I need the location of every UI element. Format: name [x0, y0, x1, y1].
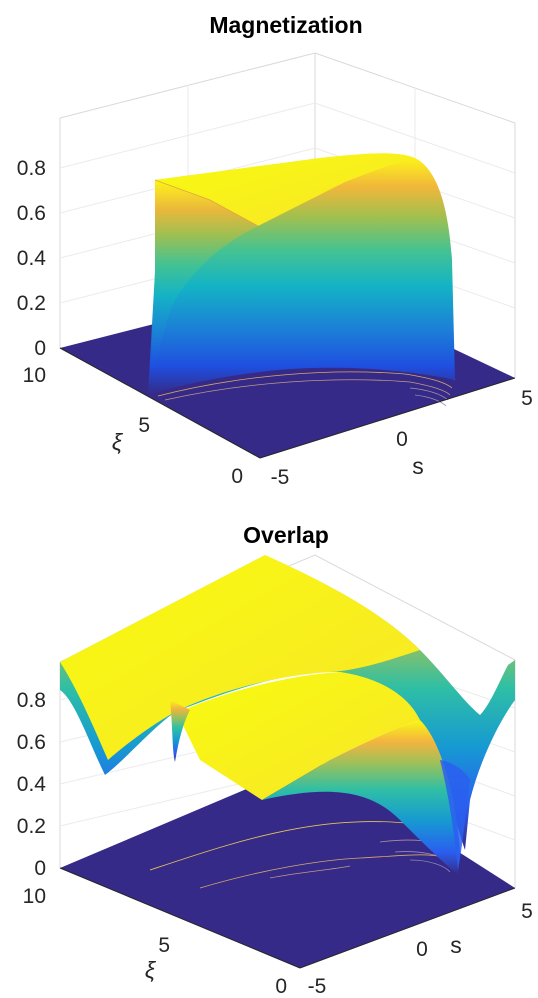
chart-magnetization: Magnetization	[17, 12, 533, 489]
s-axis-line	[259, 377, 516, 459]
s-axis-label: s	[450, 932, 462, 958]
xi-tick-labels: 10 5 0	[23, 885, 287, 998]
z-tick-label: 0	[34, 857, 46, 880]
z-tick-label: 0.2	[17, 815, 46, 838]
z-tick-label: 0.8	[17, 157, 46, 180]
s-tick-labels: -5 0 5	[271, 387, 533, 489]
s-tick-label: 0	[396, 428, 408, 451]
chart-title: Overlap	[243, 522, 329, 548]
s-axis-label: s	[412, 453, 424, 479]
surface-shelf-drop	[262, 720, 460, 875]
xi-tick-label: 10	[23, 885, 46, 908]
z-tick-label: 0.6	[17, 202, 46, 225]
z-tick-label: 0.4	[17, 247, 47, 270]
s-tick-labels: -5 0 5	[308, 900, 533, 998]
xi-axis-label: ξ	[145, 957, 157, 983]
xi-tick-labels: 10 5 0	[23, 364, 243, 488]
z-tick-label: 0.4	[17, 773, 47, 796]
floor-plane	[60, 760, 515, 968]
s-axis-line	[299, 887, 516, 969]
xi-axis-line	[59, 867, 301, 969]
chart-overlap: Overlap	[17, 522, 533, 998]
xi-axis-line	[59, 347, 261, 459]
xi-tick-label: 0	[275, 975, 287, 998]
z-tick-labels: 0 0.2 0.4 0.6 0.8	[17, 689, 47, 880]
z-tick-label: 0	[34, 337, 46, 360]
z-tick-label: 0.8	[17, 689, 46, 712]
z-tick-label: 0.2	[17, 292, 46, 315]
s-tick-label: 5	[521, 900, 533, 923]
xi-axis-label: ξ	[112, 429, 124, 455]
surface-top	[155, 153, 415, 226]
xi-tick-label: 0	[231, 465, 243, 488]
surface-funnel	[440, 760, 470, 870]
surface-shelf	[178, 672, 420, 800]
z-tick-labels: 0 0.2 0.4 0.6 0.8	[17, 157, 47, 360]
surface-left-dip	[170, 700, 190, 762]
surface-top-sheet	[60, 555, 420, 760]
surface-left-edge	[150, 180, 258, 392]
s-tick-label: 5	[521, 387, 533, 410]
surface-ridge	[154, 179, 259, 227]
xi-tick-label: 10	[23, 364, 46, 387]
s-tick-label: -5	[271, 466, 290, 489]
s-tick-label: -5	[308, 975, 327, 998]
xi-tick-label: 5	[138, 414, 150, 437]
z-tick-label: 0.6	[17, 731, 46, 754]
s-tick-label: 0	[416, 938, 428, 961]
xi-tick-label: 5	[158, 934, 170, 957]
chart-title: Magnetization	[209, 12, 362, 38]
